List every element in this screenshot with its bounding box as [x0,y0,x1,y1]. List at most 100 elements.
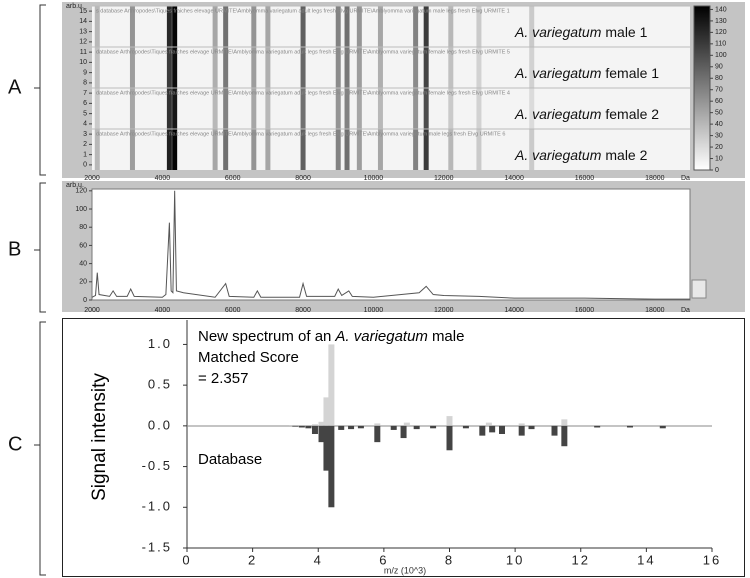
gel-band [300,129,306,170]
group-label: A. variegatum female 1 [514,65,659,81]
group-label: A. variegatum female 2 [514,106,659,122]
x-tick-label: 6000 [225,175,241,182]
gel-band [335,6,341,47]
bar [318,421,325,426]
y-tick-label: 13 [79,28,87,35]
bar [462,425,469,429]
bar [446,425,453,451]
y-tick-label: 80 [79,224,87,231]
y-tick-label: 40 [79,260,87,267]
gel-band [300,47,306,88]
x-tick-label: 4000 [155,307,171,314]
y-tick-label: 8 [83,80,87,87]
y-tick-label: 3 [83,131,87,138]
annotation-text: male [432,328,465,345]
gel-band [251,88,257,129]
gel-band [172,88,178,129]
y-tick-label: 0.5 [148,377,172,392]
y-tick-label: 120 [75,188,87,195]
bar [489,425,496,433]
x-tick-label: 10000 [364,175,384,182]
y-tick-label: 7 [83,90,87,97]
gel-band [356,129,362,170]
y-tick-label: 5 [83,110,87,117]
bar [323,397,330,426]
y-tick-label: 12 [79,39,87,46]
bar [289,425,295,426]
annotation: = 2.357 [198,370,248,387]
gel-band [476,129,482,170]
group-species: A. variegatum [514,24,602,40]
gel-band [94,47,100,88]
scroll-box [691,279,707,299]
bar [298,425,305,428]
group-caption: database Arthropodes\Tiques fraiches ele… [96,90,510,96]
gel-band [251,6,257,47]
gel-band [448,129,454,170]
gel-band [344,129,350,170]
colorbar-tick-label: 20 [715,144,723,151]
gel-band [265,47,271,88]
gel-band [212,88,218,129]
y-tick-label: 20 [79,279,87,286]
bar [338,425,345,430]
gel-band [356,6,362,47]
y-tick-label: 4 [83,121,87,128]
annotation: Matched Score [198,349,299,366]
bar [323,425,330,471]
group-caption: s database Arthropodes\Tiques fraiches e… [96,8,510,14]
gel-band [335,47,341,88]
x-tick-label: 10 [506,552,524,567]
y-tick-label: 6 [83,100,87,107]
bar [528,425,535,430]
bar [311,425,318,434]
colorbar [693,5,711,171]
x-tick-label: 6000 [225,307,241,314]
x-tick-label: 18000 [645,175,665,182]
bar [374,423,381,426]
y-tick-label: -0.5 [142,458,172,473]
gel-band [212,47,218,88]
gel-band [94,6,100,47]
gel-band [423,47,429,88]
gel-band [423,6,429,47]
y-tick-label: -1.0 [142,499,172,514]
gel-band [344,6,350,47]
gel-band [172,47,178,88]
x-tick-label: 8000 [295,307,311,314]
bar [400,425,407,439]
y-tick-label: 14 [79,18,87,25]
group-name: female 2 [605,106,659,122]
colorbar-tick-label: 110 [715,41,726,48]
group-name: male 1 [605,24,647,40]
colorbar-tick-label: 140 [715,6,727,13]
gel-band [476,47,482,88]
panel-label: B [8,238,21,260]
x-tick-label: 2000 [84,175,100,182]
gel-band [356,47,362,88]
bracket-a [34,4,46,176]
gel-band [413,88,419,129]
x-tick-label: 8 [445,552,454,567]
y-tick-label: 100 [75,206,87,213]
gel-band [223,47,229,88]
y-axis-label: Signal intensity [89,373,110,501]
panel-b-plot [91,188,691,301]
colorbar-tick-label: 100 [715,52,727,59]
annotation: Database [198,451,262,468]
x-tick-label: 16000 [575,307,595,314]
gel-band [166,47,172,88]
x-tick-label: 18000 [645,307,665,314]
y-tick-label: 0 [83,162,87,169]
bracket-b [34,182,46,313]
gel-band [423,88,429,129]
bar [561,419,568,426]
gel-band [300,6,306,47]
panel-c-frame [62,318,745,577]
annotation: New spectrum of an A. variegatum male [198,328,464,345]
group-name: female 1 [605,65,659,81]
gel-band [377,129,383,170]
gel-band [129,129,135,170]
gel-band [129,47,135,88]
